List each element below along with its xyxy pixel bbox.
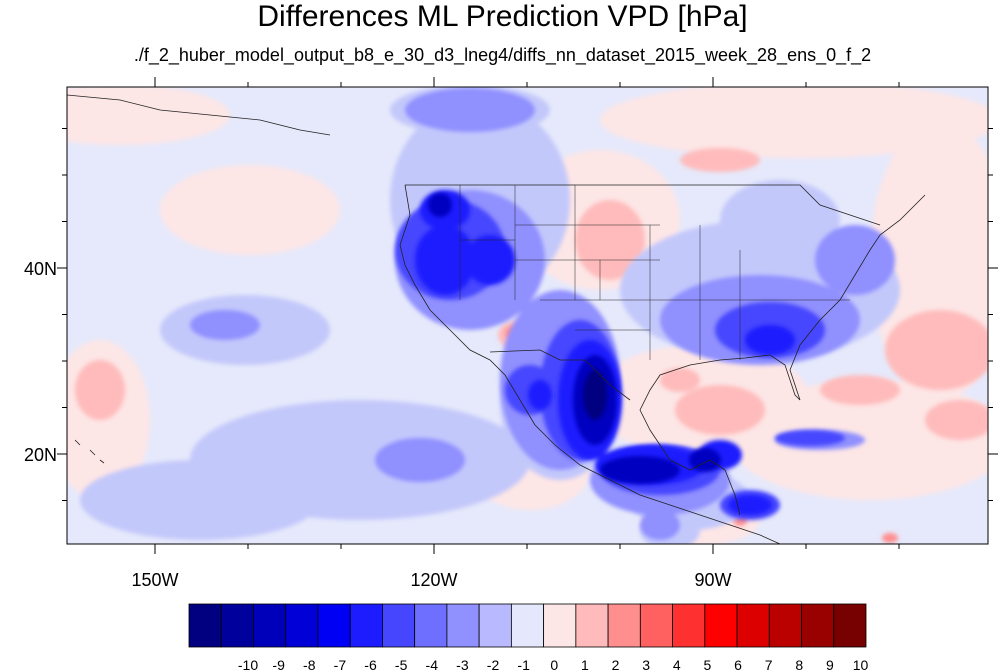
colorbar: -10 -9 -8 -7 -6 -5 -4 -3 -2 -1 0 1 2 3 4 5 6 7 8 9 10 [188, 603, 869, 672]
field-layer [67, 87, 988, 544]
axis-ticks [57, 77, 998, 554]
colorbar-swatch [672, 603, 706, 648]
colorbar-swatch [510, 603, 545, 648]
coastlines [67, 94, 926, 544]
colorbar-swatch [736, 603, 770, 648]
colorbar-swatch [382, 603, 416, 648]
colorbar-label: 4 [673, 657, 681, 672]
colorbar-label: -1 [517, 657, 530, 672]
colorbar-label: 8 [795, 657, 803, 672]
map-title: Differences ML Prediction VPD [hPa] [257, 0, 748, 33]
us-mexico-border [489, 349, 631, 401]
colorbar-swatch [317, 603, 351, 648]
lon-label-150w: 150W [131, 570, 178, 590]
state-lines [459, 185, 850, 360]
colorbar-label: -7 [334, 657, 347, 672]
map-subtitle: ./f_2_huber_model_output_b8_e_30_d3_lneg… [133, 45, 872, 65]
colorbar-label: 5 [704, 657, 712, 672]
us-canada-border [405, 184, 881, 226]
colorbar-swatch [446, 603, 480, 648]
negative-anomaly-max [583, 370, 607, 420]
colorbar-swatch [285, 603, 319, 648]
colorbar-swatch [414, 603, 448, 648]
colorbar-label: 3 [642, 657, 650, 672]
colorbar-swatch [833, 603, 867, 648]
colorbar-swatch [575, 603, 609, 648]
colorbar-label: -8 [303, 657, 316, 672]
lon-label-120w: 120W [410, 570, 457, 590]
colorbar-label: -6 [364, 657, 377, 672]
colorbar-label: -4 [426, 657, 439, 672]
lat-label-40n: 40N [24, 259, 57, 279]
colorbar-swatch [607, 603, 641, 648]
colorbar-label: 9 [826, 657, 834, 672]
lon-label-90w: 90W [694, 570, 731, 590]
colorbar-swatch [543, 603, 577, 648]
colorbar-swatch [349, 603, 383, 648]
colorbar-swatch [639, 603, 673, 648]
lat-label-20n: 20N [24, 445, 57, 465]
colorbar-label: 1 [581, 657, 589, 672]
colorbar-label: 7 [765, 657, 773, 672]
colorbar-label: -2 [487, 657, 500, 672]
colorbar-swatch [478, 603, 512, 648]
colorbar-label: -9 [272, 657, 285, 672]
colorbar-label: 10 [853, 657, 869, 672]
colorbar-swatch [220, 603, 254, 648]
colorbar-swatch [704, 603, 738, 648]
colorbar-swatch [253, 603, 287, 648]
colorbar-swatch [188, 603, 222, 648]
colorbar-swatch [801, 603, 835, 648]
colorbar-label: -10 [238, 657, 258, 672]
colorbar-label: 0 [550, 657, 558, 672]
north-america-coastline [399, 184, 926, 544]
colorbar-label: -3 [456, 657, 469, 672]
colorbar-label: 6 [734, 657, 742, 672]
colorbar-label: 2 [612, 657, 620, 672]
alaska-coastline [67, 94, 331, 136]
hawaii-coastline [74, 439, 105, 464]
colorbar-swatch [768, 603, 802, 648]
colorbar-label: -5 [395, 657, 408, 672]
